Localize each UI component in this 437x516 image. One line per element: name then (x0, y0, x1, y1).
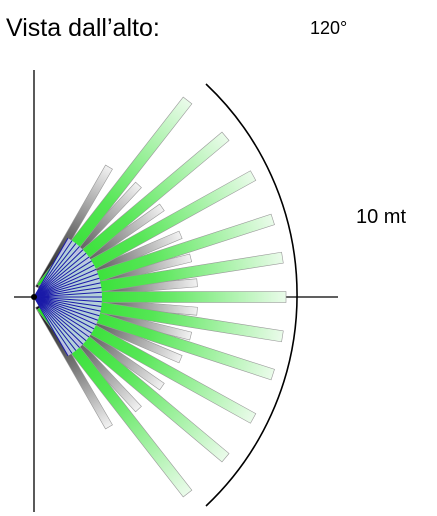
near-field-ray (33, 240, 73, 298)
near-field-ray (33, 296, 92, 334)
near-field-ray (33, 296, 101, 312)
near-field-ray (33, 277, 100, 298)
angle-label: 120° (310, 18, 348, 38)
near-field-ray (33, 296, 99, 321)
sensor-origin (31, 294, 37, 300)
near-field-fan (31, 237, 102, 357)
range-label: 10 mt (356, 206, 407, 228)
near-field-ray (33, 296, 77, 351)
near-field-ray (33, 237, 69, 298)
near-field-ray (33, 282, 101, 298)
near-field-ray (33, 260, 92, 298)
range-arc (205, 83, 298, 507)
page-title: Vista dall’alto: (6, 14, 160, 42)
near-field-ray (33, 252, 87, 298)
near-field-ray (33, 296, 69, 357)
near-field-ray (33, 296, 84, 345)
near-field-ray (33, 273, 99, 298)
near-field-ray (33, 291, 102, 298)
near-field-ray (33, 296, 100, 317)
near-field-ray (33, 243, 77, 298)
near-field-ray (33, 296, 80, 348)
near-field-ray (33, 264, 95, 298)
near-field-ray (33, 296, 87, 342)
near-field-ray (33, 246, 80, 298)
near-field-ray (33, 256, 90, 298)
near-field-ray (33, 296, 73, 354)
near-field-ray (33, 296, 102, 307)
near-field-ray (33, 296, 97, 326)
near-field-ray (33, 296, 90, 338)
near-field-ray (33, 287, 102, 298)
near-field-ray (33, 296, 95, 330)
near-field-ray (33, 268, 97, 298)
near-field-ray (33, 296, 102, 303)
near-field-ray (33, 249, 84, 298)
